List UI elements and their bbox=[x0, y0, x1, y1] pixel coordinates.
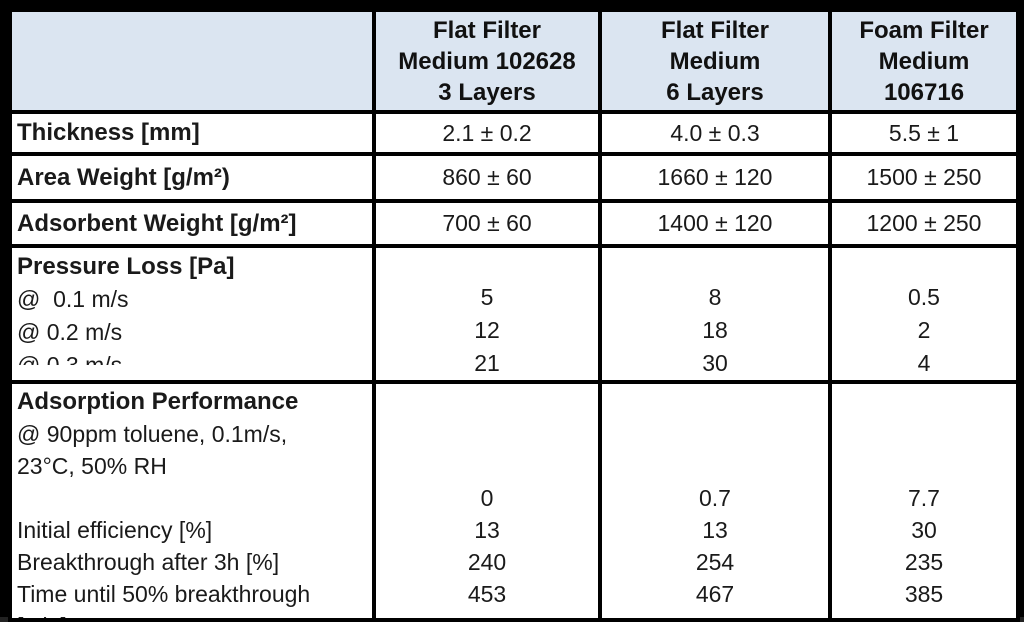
pressure-loss-values-col2: 8 18 30 bbox=[598, 244, 832, 384]
pressure-loss-label-cell: Pressure Loss [Pa] @ 0.1 m/s @ 0.2 m/s @… bbox=[8, 244, 376, 384]
adsorption-values-col2: 0.7 13 254 467 bbox=[598, 380, 832, 622]
header-row: Flat Filter Medium 102628 3 Layers Flat … bbox=[8, 8, 1020, 114]
thickness-value-col3: 5.5 ± 1 bbox=[828, 110, 1020, 156]
adsorption-conditions: @ 90ppm toluene, 0.1m/s, 23°C, 50% RH bbox=[17, 421, 288, 479]
adsorbent-weight-label: Adsorbent Weight [g/m²] bbox=[8, 199, 376, 248]
area-weight-label: Area Weight [g/m²) bbox=[8, 152, 376, 203]
adsorption-title: Adsorption Performance bbox=[17, 388, 299, 415]
header-foam-filter: Foam Filter Medium 106716 bbox=[828, 8, 1020, 114]
adsorption-metric-labels: Initial efficiency [%] Breakthrough afte… bbox=[17, 517, 311, 607]
pressure-loss-values-col3: 0.5 2 4 bbox=[828, 244, 1020, 384]
adsorbent-weight-value-col3: 1200 ± 250 bbox=[828, 199, 1020, 248]
header-flat-filter-3layers: Flat Filter Medium 102628 3 Layers bbox=[372, 8, 602, 114]
header-flat-filter-6layers: Flat Filter Medium 6 Layers bbox=[598, 8, 832, 114]
header-corner-cell bbox=[8, 8, 376, 114]
filter-media-spec-table: Flat Filter Medium 102628 3 Layers Flat … bbox=[8, 8, 1020, 622]
row-adsorbent-weight: Adsorbent Weight [g/m²] 700 ± 60 1400 ± … bbox=[8, 199, 1020, 248]
thickness-value-col1: 2.1 ± 0.2 bbox=[372, 110, 602, 156]
row-adsorption-performance: Adsorption Performance @ 90ppm toluene, … bbox=[8, 380, 1020, 622]
spacer-line bbox=[17, 482, 370, 514]
pressure-loss-values-col1: 5 12 21 bbox=[372, 244, 602, 384]
adsorbent-weight-value-col2: 1400 ± 120 bbox=[598, 199, 832, 248]
area-weight-value-col1: 860 ± 60 bbox=[372, 152, 602, 203]
thickness-label: Thickness [mm] bbox=[8, 110, 376, 156]
adsorption-values-col1: 0 13 240 453 bbox=[372, 380, 602, 622]
area-weight-value-col2: 1660 ± 120 bbox=[598, 152, 832, 203]
area-weight-value-col3: 1500 ± 250 bbox=[828, 152, 1020, 203]
thickness-value-col2: 4.0 ± 0.3 bbox=[598, 110, 832, 156]
pressure-loss-velocities: @ 0.1 m/s @ 0.2 m/s @ 0.3 m/s bbox=[17, 286, 129, 365]
adsorption-clipped-unit-line: [min] bbox=[17, 610, 370, 616]
pressure-loss-title: Pressure Loss [Pa] bbox=[17, 253, 235, 280]
adsorption-values-col3: 7.7 30 235 385 bbox=[828, 380, 1020, 622]
adsorbent-weight-value-col1: 700 ± 60 bbox=[372, 199, 602, 248]
adsorption-label-cell: Adsorption Performance @ 90ppm toluene, … bbox=[8, 380, 376, 622]
row-pressure-loss: Pressure Loss [Pa] @ 0.1 m/s @ 0.2 m/s @… bbox=[8, 244, 1020, 384]
row-thickness: Thickness [mm] 2.1 ± 0.2 4.0 ± 0.3 5.5 ±… bbox=[8, 110, 1020, 156]
row-area-weight: Area Weight [g/m²) 860 ± 60 1660 ± 120 1… bbox=[8, 152, 1020, 203]
